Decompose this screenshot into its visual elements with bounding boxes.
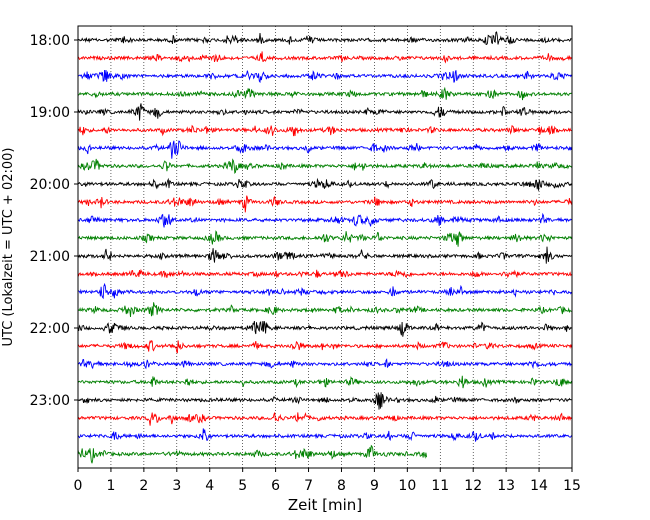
trace-line	[77, 375, 572, 389]
x-tick-label: 2	[139, 478, 148, 494]
trace-line	[77, 428, 572, 442]
x-tick-label: 13	[497, 478, 515, 494]
trace-line	[77, 124, 572, 137]
trace-line	[77, 339, 572, 354]
trace-line	[77, 103, 572, 121]
plot-frame	[77, 25, 573, 469]
x-tick-label: 9	[370, 478, 379, 494]
trace-line	[77, 412, 572, 426]
x-tick-label: 14	[530, 478, 548, 494]
y-tick-label: 22:00	[30, 321, 70, 337]
trace-line	[77, 51, 572, 64]
trace-line	[77, 392, 572, 410]
trace-line	[77, 69, 572, 84]
x-tick-label: 0	[74, 478, 83, 494]
trace-line	[77, 282, 572, 300]
y-tick-label: 20:00	[30, 177, 70, 193]
x-tick-label: 8	[337, 478, 346, 494]
trace-line	[77, 31, 572, 46]
trace-line	[77, 158, 572, 174]
helicorder-traces	[77, 31, 572, 464]
trace-line	[77, 302, 572, 317]
x-tick-label: 11	[431, 478, 449, 494]
trace-line	[77, 177, 572, 191]
y-axis-label: UTC (Lokalzeit = UTC + 02:00)	[1, 148, 16, 347]
x-axis-ticks: 0 1 2 3 4 5 6 7 8 9 10 11 12 13 14 15	[74, 468, 581, 494]
y-tick-label: 23:00	[30, 393, 70, 409]
x-tick-label: 7	[304, 478, 313, 494]
trace-line	[77, 358, 572, 370]
x-tick-label: 10	[398, 478, 416, 494]
trace-line	[77, 230, 572, 247]
y-axis-ticks: 18:00 19:00 20:00 21:00 22:00 23:00	[30, 33, 78, 409]
trace-line	[77, 268, 572, 279]
x-tick-label: 6	[271, 478, 280, 494]
x-tick-label: 3	[172, 478, 181, 494]
trace-line	[77, 86, 572, 101]
x-tick-label: 1	[106, 478, 115, 494]
trace-line	[77, 246, 572, 264]
trace-line	[77, 444, 428, 464]
trace-line	[77, 212, 572, 228]
trace-line	[77, 140, 572, 159]
trace-line	[77, 195, 572, 213]
x-tick-label: 4	[205, 478, 214, 494]
x-tick-label: 15	[563, 478, 581, 494]
trace-line	[77, 320, 572, 337]
x-axis-label: Zeit [min]	[288, 496, 362, 514]
y-tick-label: 19:00	[30, 105, 70, 121]
y-tick-label: 21:00	[30, 249, 70, 265]
x-tick-label: 5	[238, 478, 247, 494]
y-tick-label: 18:00	[30, 33, 70, 49]
x-tick-label: 12	[464, 478, 482, 494]
